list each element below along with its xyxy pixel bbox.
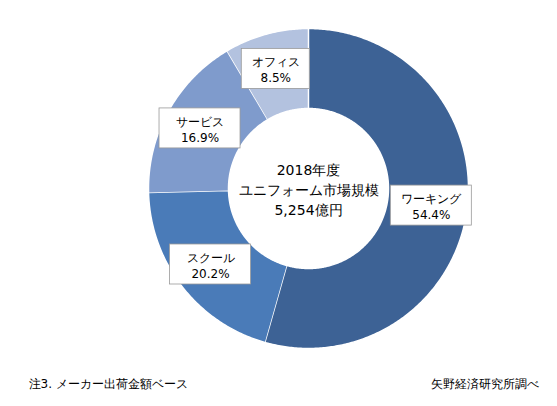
svg-text:矢野経済研究所調べ: 矢野経済研究所調べ: [431, 377, 539, 391]
svg-text:ワーキング54.4%: ワーキング54.4%: [401, 192, 462, 222]
svg-text:注3. メーカー出荷金額ベース: 注3. メーカー出荷金額ベース: [29, 377, 188, 391]
svg-text:サービス16.9%: サービス16.9%: [176, 115, 224, 145]
svg-text:スクール20.2%: スクール20.2%: [187, 251, 235, 281]
svg-text:オフィス8.5%: オフィス8.5%: [252, 55, 300, 85]
svg-text:2018年度ユニフォーム市場規模5,254億円: 2018年度ユニフォーム市場規模5,254億円: [239, 162, 379, 219]
